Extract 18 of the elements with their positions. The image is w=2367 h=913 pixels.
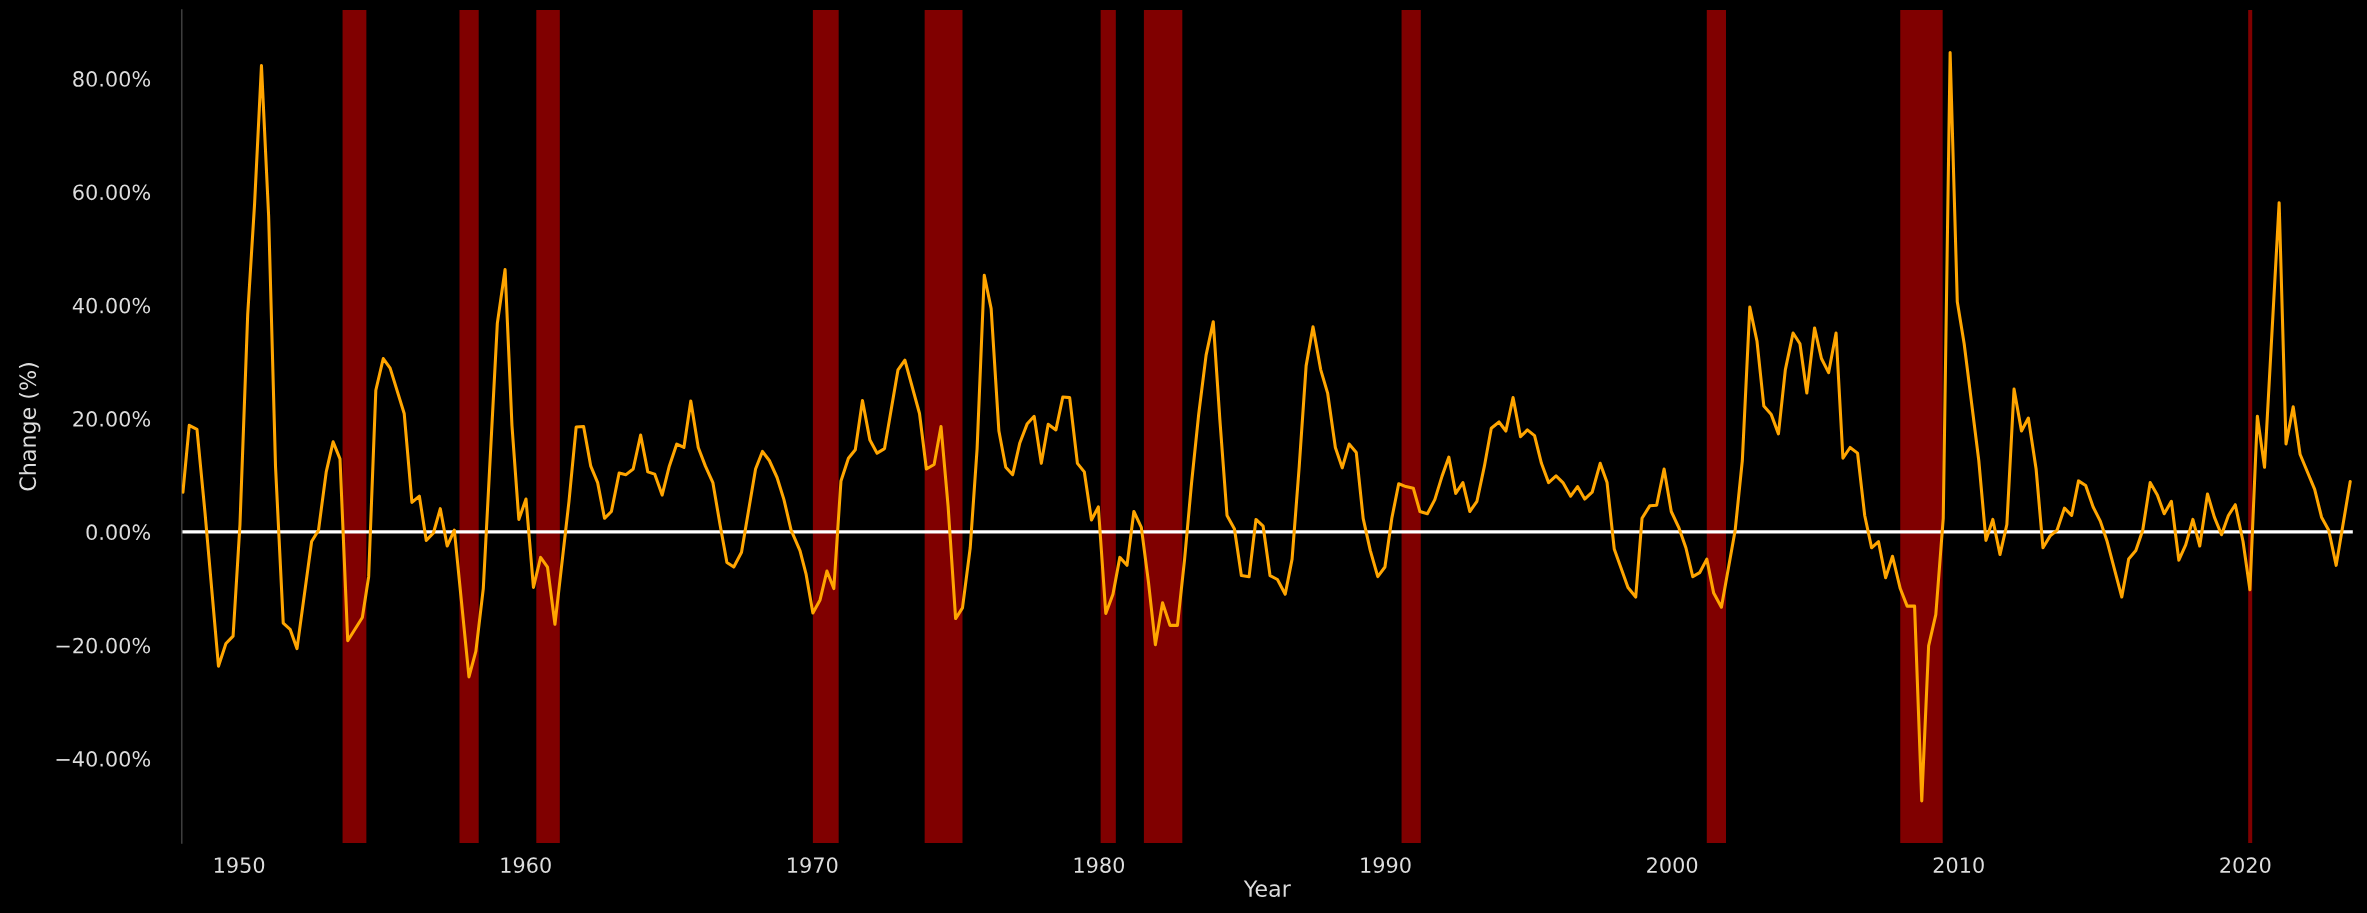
x-tick-label: 1950 bbox=[214, 857, 265, 873]
x-tick-label: 2010 bbox=[1933, 857, 1984, 873]
y-tick-label: 40.00% bbox=[72, 297, 151, 314]
x-tick-label: 1990 bbox=[1361, 857, 1411, 873]
y-tick-label: 60.00% bbox=[73, 184, 151, 201]
y-tick-label: −40.00% bbox=[56, 751, 151, 767]
x-tick-label: 1980 bbox=[1074, 857, 1125, 873]
line-series bbox=[181, 51, 2352, 803]
y-tick-label: 80.00% bbox=[73, 71, 151, 87]
x-tick-label: 1960 bbox=[501, 857, 551, 873]
x-tick-label: 1970 bbox=[788, 857, 838, 873]
x-tick-label: 2020 bbox=[2220, 857, 2271, 873]
y-axis-title: Change (%) bbox=[18, 363, 41, 491]
y-tick-label: −20.00% bbox=[56, 637, 151, 654]
x-tick-label: 2000 bbox=[1647, 857, 1698, 873]
y-tick-label: 0.00% bbox=[86, 524, 151, 541]
y-tick-label: 20.00% bbox=[73, 411, 151, 427]
x-axis-title: Year bbox=[1243, 880, 1291, 897]
